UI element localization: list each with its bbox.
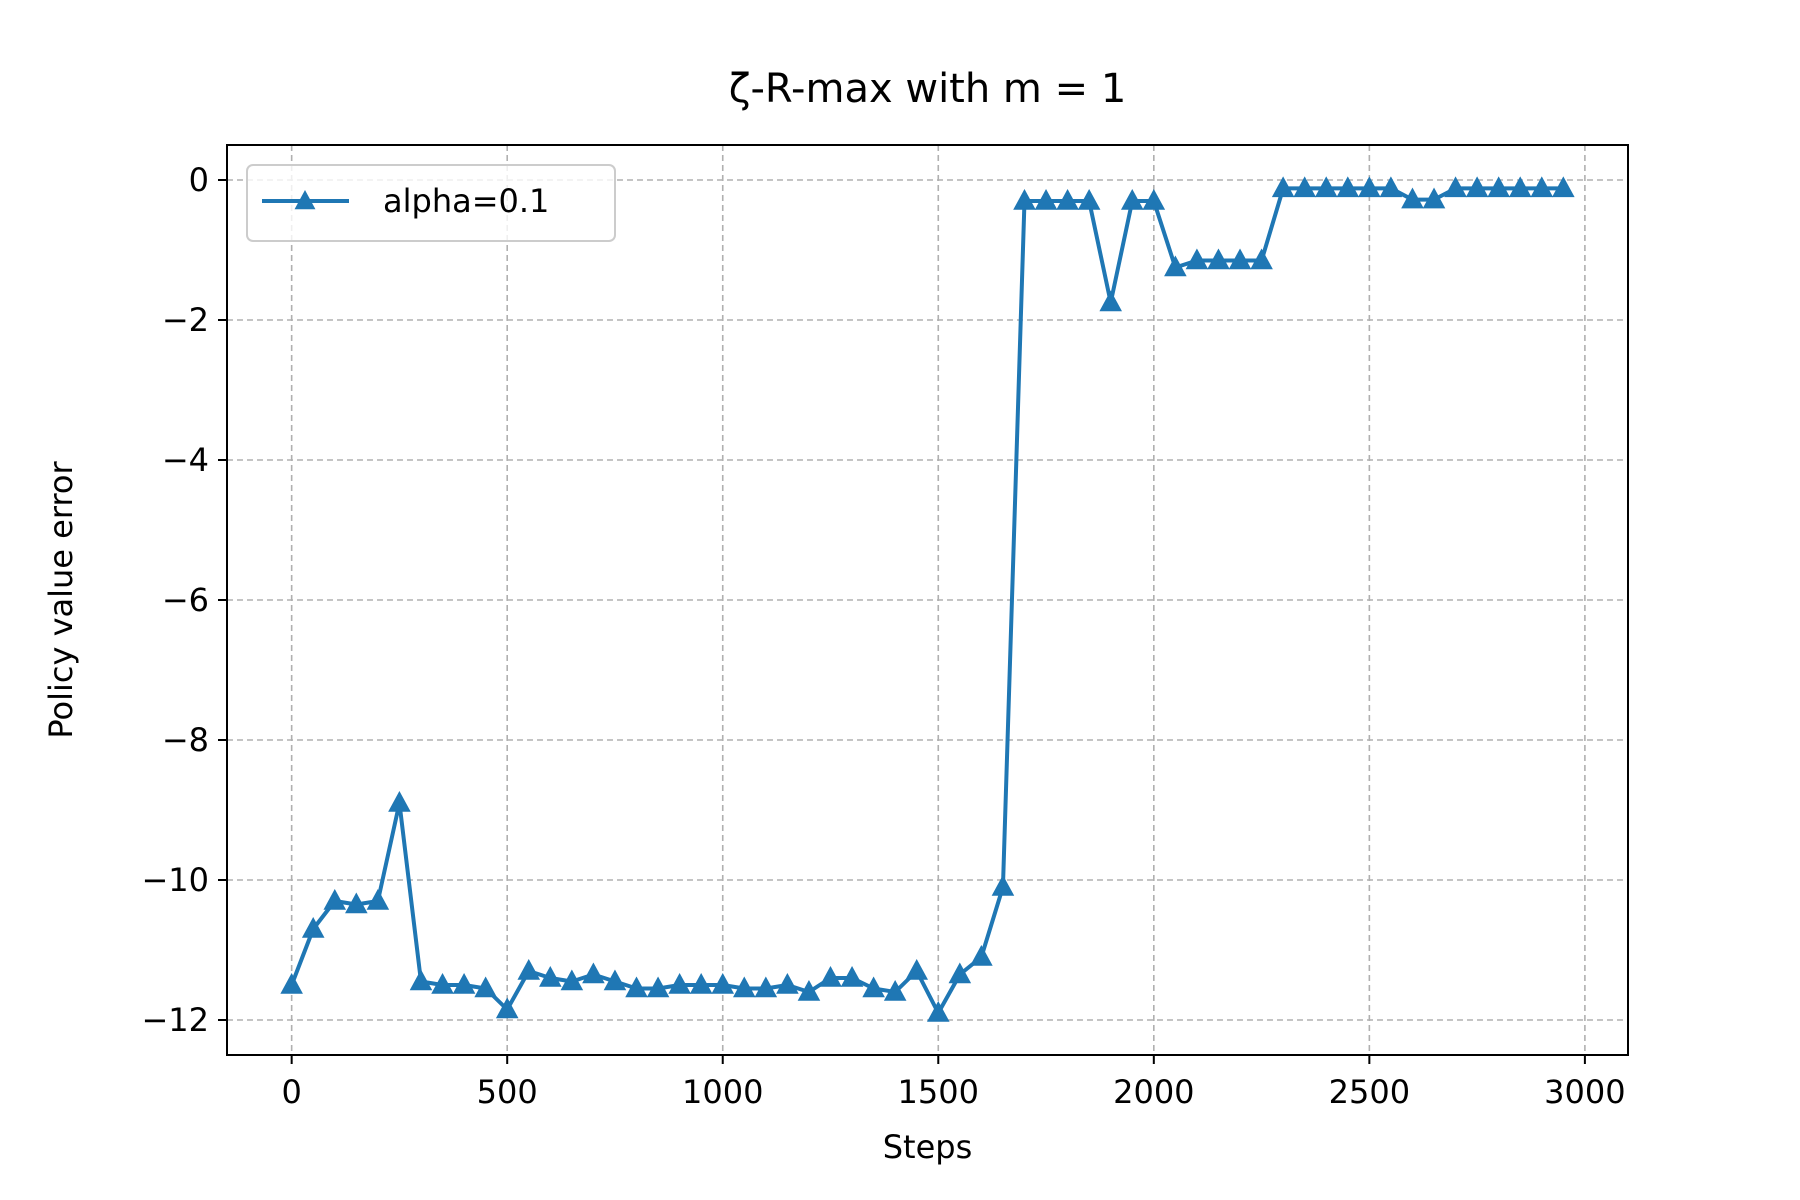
data-point-marker	[646, 976, 670, 998]
data-point-marker	[1508, 176, 1532, 198]
data-point-marker	[1207, 248, 1230, 270]
data-point-marker	[452, 972, 476, 994]
legend-marker-triangle	[294, 190, 316, 210]
data-point-marker	[560, 969, 584, 991]
data-point-marker	[1185, 248, 1209, 270]
data-point-marker	[1530, 176, 1554, 198]
x-tick-label: 2500	[1329, 1073, 1410, 1111]
data-point-marker	[1077, 188, 1101, 210]
data-point-marker	[668, 972, 691, 994]
data-point-marker	[1271, 176, 1295, 198]
data-point-marker	[1444, 176, 1467, 198]
y-axis-label: Policy value error	[42, 461, 80, 739]
data-point-marker	[1099, 290, 1122, 312]
data-point-marker	[431, 972, 454, 994]
data-point-marker	[1379, 176, 1403, 198]
y-tick-label: −8	[162, 721, 209, 759]
data-point-marker	[1034, 188, 1058, 210]
data-point-marker	[495, 997, 519, 1019]
data-point-marker	[1314, 176, 1338, 198]
data-point-marker	[1358, 176, 1381, 198]
axes-ticks: 0 500 1000 1500 2000 2500 3000 0 −2 −4 −6 −8 −10 −12	[141, 161, 1625, 1111]
data-point-marker	[991, 874, 1015, 896]
data-point-marker	[1422, 187, 1446, 209]
data-point-marker	[1056, 188, 1079, 210]
data-point-marker	[689, 972, 713, 994]
data-point-marker	[926, 1000, 950, 1022]
data-point-marker	[711, 972, 735, 994]
data-point-marker	[970, 944, 993, 966]
data-point-marker	[366, 888, 390, 910]
legend-box	[246, 164, 616, 242]
data-point-marker	[754, 976, 778, 998]
data-point-marker	[1013, 188, 1036, 210]
y-tick-label: −12	[141, 1001, 209, 1039]
data-point-marker	[948, 962, 972, 984]
data-point-marker	[582, 962, 605, 984]
x-tick-label: 500	[477, 1073, 538, 1111]
y-tick-label: −4	[162, 441, 209, 479]
legend: alpha=0.1	[246, 164, 616, 242]
x-axis-label: Steps	[883, 1128, 973, 1166]
x-tick-label: 2000	[1113, 1073, 1194, 1111]
data-point-marker	[1164, 255, 1187, 277]
data-point-marker	[776, 972, 799, 994]
y-tick-label: 0	[189, 161, 209, 199]
data-point-marker	[1120, 188, 1144, 210]
data-point-marker	[1465, 176, 1489, 198]
data-point-marker	[905, 958, 929, 980]
x-tick-label: 1500	[898, 1073, 979, 1111]
data-point-marker	[603, 969, 627, 991]
data-point-marker	[625, 976, 648, 998]
data-point-marker	[301, 916, 325, 938]
y-tick-label: −6	[162, 581, 209, 619]
data-point-marker	[840, 965, 864, 987]
x-tick-label: 1000	[682, 1073, 763, 1111]
x-tick-label: 3000	[1544, 1073, 1625, 1111]
data-point-marker	[474, 976, 497, 998]
data-point-marker	[517, 958, 541, 980]
data-point-marker	[862, 976, 885, 998]
data-point-marker	[733, 976, 756, 998]
chart-title: ζ-R-max with m = 1	[729, 66, 1127, 112]
data-point-marker	[1401, 187, 1424, 209]
legend-label: alpha=0.1	[383, 182, 549, 220]
grid	[227, 145, 1628, 1055]
data-point-marker	[345, 892, 368, 914]
data-point-marker	[819, 965, 842, 987]
x-tick-label: 0	[281, 1073, 301, 1111]
y-tick-label: −2	[162, 301, 209, 339]
series-layer	[280, 176, 1575, 1022]
data-point-marker	[388, 790, 411, 812]
data-point-marker	[1487, 176, 1510, 198]
data-point-marker	[1142, 188, 1166, 210]
data-point-marker	[280, 972, 303, 994]
data-point-marker	[539, 965, 562, 987]
data-point-marker	[1336, 176, 1360, 198]
data-point-marker	[1228, 248, 1252, 270]
data-point-marker	[1552, 176, 1575, 198]
data-point-marker	[883, 979, 907, 1001]
data-point-marker	[797, 979, 821, 1001]
data-point-marker	[1250, 248, 1273, 270]
data-point-marker	[1293, 176, 1316, 198]
y-tick-label: −10	[141, 861, 209, 899]
data-point-marker	[323, 888, 347, 910]
data-point-marker	[409, 969, 433, 991]
